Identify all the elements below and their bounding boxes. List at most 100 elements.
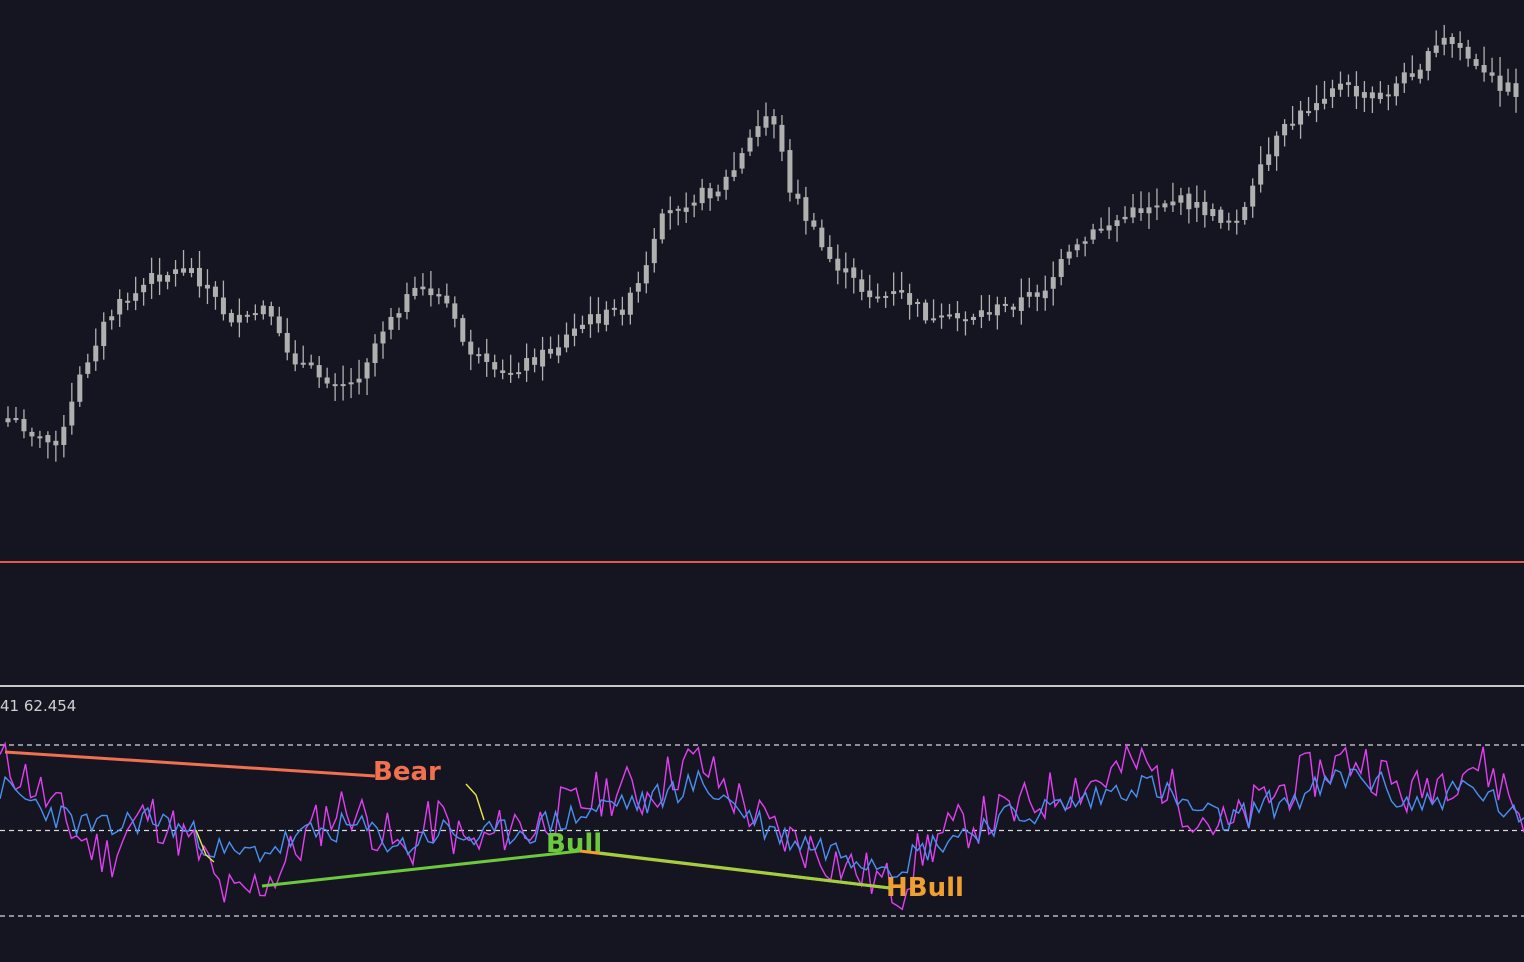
candle-body xyxy=(659,213,665,240)
candle-body xyxy=(268,306,274,317)
candle-body xyxy=(763,116,769,128)
candle-body xyxy=(875,296,881,299)
candle-body xyxy=(220,297,226,315)
candle-body xyxy=(994,304,1000,316)
divergence-label: Bear xyxy=(373,757,441,787)
candle-body xyxy=(1425,51,1431,71)
candle-body xyxy=(1497,75,1503,91)
candle-body xyxy=(1433,45,1439,53)
candle-body xyxy=(1353,85,1359,97)
candle-body xyxy=(1130,207,1136,218)
candle-body xyxy=(1114,220,1120,226)
indicator-line xyxy=(0,741,1524,911)
candle-body xyxy=(109,316,115,321)
candle-body xyxy=(1170,201,1176,206)
candle-body xyxy=(651,238,657,264)
candle-body xyxy=(173,269,179,274)
candle-body xyxy=(1282,124,1288,136)
candle-body xyxy=(133,293,139,301)
candle-body xyxy=(492,362,498,370)
candle-body xyxy=(1042,290,1048,299)
candle-body xyxy=(1274,135,1280,157)
candle-body xyxy=(125,300,131,303)
candle-body xyxy=(1449,36,1455,45)
candle-body xyxy=(500,370,506,374)
candle-body xyxy=(388,316,394,330)
candle-body xyxy=(484,353,490,362)
candle-body xyxy=(324,377,330,384)
candle-body xyxy=(1162,203,1168,208)
candle-body xyxy=(548,348,554,354)
candle-body xyxy=(37,436,43,439)
candle-body xyxy=(1505,82,1511,92)
candle-body xyxy=(691,202,697,206)
candle-body xyxy=(803,197,809,221)
candle-body xyxy=(1074,244,1080,251)
candle-body xyxy=(1385,94,1391,97)
candle-body xyxy=(907,293,913,305)
candle-body xyxy=(923,302,929,321)
candle-body xyxy=(380,331,386,344)
divergence-line xyxy=(599,851,891,890)
candle-body xyxy=(101,321,107,347)
candle-body xyxy=(771,116,777,125)
candle-body xyxy=(731,170,737,177)
candle-body xyxy=(1298,110,1304,125)
candle-body xyxy=(1250,185,1256,207)
candle-body xyxy=(452,303,458,319)
candle-body xyxy=(1138,208,1144,213)
candle-body xyxy=(571,328,577,336)
candle-body xyxy=(1154,205,1160,208)
candle-body xyxy=(1481,65,1487,73)
candle-body xyxy=(284,332,290,353)
candle-body xyxy=(1306,111,1312,114)
candle-body xyxy=(1290,123,1296,126)
candle-body xyxy=(1441,37,1447,45)
candle-body xyxy=(699,187,705,204)
candle-body xyxy=(1034,292,1040,297)
candle-body xyxy=(595,314,601,324)
candle-body xyxy=(1322,98,1328,104)
candle-body xyxy=(13,418,19,421)
candle-body xyxy=(1417,69,1423,79)
indicator-lines xyxy=(0,741,1524,911)
indicator-readout: 41 62.454 xyxy=(0,697,77,715)
candle-body xyxy=(212,286,218,297)
candle-body xyxy=(827,246,833,259)
candle-body xyxy=(1194,202,1200,208)
candle-body xyxy=(524,358,530,371)
candle-body xyxy=(1058,259,1064,277)
candle-body xyxy=(978,310,984,317)
candle-body xyxy=(579,324,585,329)
candle-body xyxy=(970,316,976,321)
candle-body xyxy=(1473,59,1479,66)
candle-body xyxy=(77,374,83,402)
candle-body xyxy=(915,302,921,305)
candle-body xyxy=(340,384,346,387)
candle-body xyxy=(635,283,641,292)
candle-body xyxy=(1106,225,1112,231)
candle-body xyxy=(260,305,266,315)
candle-body xyxy=(117,298,123,315)
candle-body xyxy=(564,334,570,348)
candle-body xyxy=(1329,88,1335,97)
candle-body xyxy=(1098,228,1104,231)
candle-body xyxy=(1242,206,1248,220)
candle-body xyxy=(611,307,617,310)
candle-body xyxy=(1401,72,1407,84)
candle-body xyxy=(843,268,849,273)
candle-body xyxy=(85,362,91,374)
candle-body xyxy=(157,274,163,282)
candle-body xyxy=(420,286,426,290)
indicator-levels xyxy=(0,744,1524,917)
candle-body xyxy=(1146,207,1152,214)
candle-body xyxy=(947,314,953,317)
divergence-line xyxy=(261,849,581,888)
candle-body xyxy=(835,258,841,271)
candle-body xyxy=(468,341,474,355)
candle-body xyxy=(747,137,753,152)
candle-body xyxy=(436,294,442,297)
candle-body xyxy=(603,309,609,325)
candle-body xyxy=(627,292,633,315)
